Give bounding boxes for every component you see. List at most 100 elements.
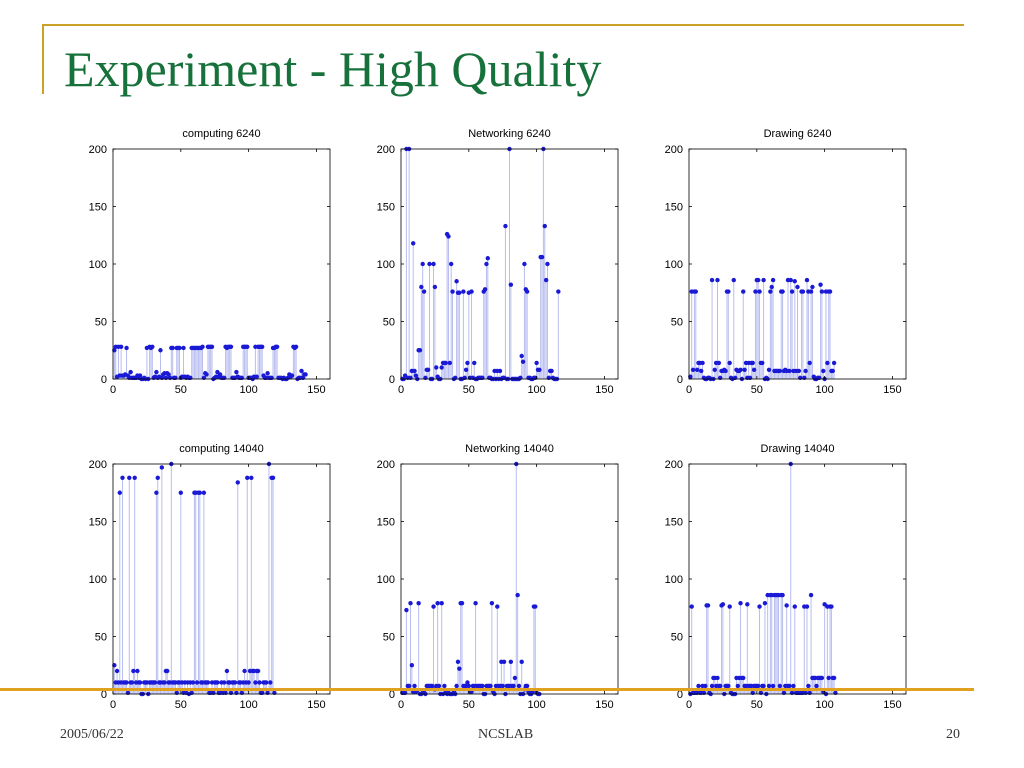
data-point bbox=[497, 368, 503, 374]
data-point bbox=[508, 659, 514, 664]
data-point bbox=[154, 490, 159, 495]
data-point bbox=[777, 683, 783, 689]
data-point bbox=[135, 668, 140, 674]
data-point bbox=[503, 223, 508, 229]
x-tick-label: 150 bbox=[883, 384, 901, 396]
plot-frame bbox=[112, 463, 331, 695]
data-point bbox=[259, 344, 265, 349]
data-point bbox=[742, 367, 747, 372]
page-number: 20 bbox=[946, 727, 960, 742]
data-point bbox=[501, 659, 507, 664]
data-point bbox=[700, 360, 705, 366]
data-point bbox=[228, 344, 234, 349]
data-point bbox=[264, 680, 269, 685]
data-point bbox=[715, 675, 720, 681]
data-point bbox=[533, 604, 538, 609]
data-point bbox=[770, 277, 776, 283]
data-point bbox=[408, 600, 413, 606]
data-point bbox=[831, 675, 837, 681]
data-point bbox=[735, 683, 741, 689]
y-tick-label: 100 bbox=[665, 574, 683, 586]
x-tick-label: 0 bbox=[110, 384, 116, 396]
data-point bbox=[766, 367, 772, 372]
data-point bbox=[450, 289, 455, 294]
x-tick-label: 50 bbox=[463, 699, 475, 711]
y-tick-label: 100 bbox=[377, 574, 395, 586]
data-point bbox=[766, 683, 772, 689]
data-point bbox=[416, 600, 421, 606]
data-point bbox=[508, 282, 514, 287]
x-tick-label: 0 bbox=[110, 699, 116, 711]
data-point bbox=[830, 368, 835, 374]
y-tick-label: 200 bbox=[377, 144, 395, 156]
chart-title: computing 6240 bbox=[182, 128, 260, 140]
data-point bbox=[417, 348, 423, 353]
data-point bbox=[299, 368, 304, 374]
x-tick-label: 150 bbox=[883, 699, 901, 711]
y-tick-label: 0 bbox=[677, 374, 683, 386]
data-point bbox=[222, 680, 227, 685]
data-point bbox=[741, 675, 746, 681]
chart-title: Networking 6240 bbox=[468, 128, 551, 140]
data-point bbox=[482, 287, 488, 292]
data-point bbox=[448, 261, 454, 267]
data-point bbox=[727, 360, 732, 366]
chart-title: Networking 14040 bbox=[465, 443, 554, 455]
data-point bbox=[808, 592, 814, 598]
data-point bbox=[137, 373, 143, 378]
chart-title: Drawing 14040 bbox=[761, 443, 835, 455]
chart-panel: 0 50 100 150 0 50 100 150 200 Networking 14040 bbox=[377, 443, 619, 711]
data-point bbox=[303, 372, 308, 377]
data-point bbox=[472, 360, 477, 366]
data-point bbox=[442, 683, 447, 689]
data-point bbox=[454, 279, 459, 284]
left-accent-rule bbox=[42, 24, 44, 94]
data-point bbox=[542, 223, 547, 229]
data-point bbox=[787, 368, 792, 374]
data-point bbox=[690, 367, 696, 372]
y-tick-label: 100 bbox=[665, 259, 683, 271]
y-tick-label: 50 bbox=[95, 632, 107, 644]
data-point bbox=[215, 680, 220, 685]
data-point bbox=[200, 344, 205, 349]
data-point bbox=[495, 604, 500, 609]
data-point bbox=[545, 261, 550, 267]
data-point bbox=[738, 367, 743, 372]
x-tick-label: 150 bbox=[307, 384, 325, 396]
data-point bbox=[511, 683, 516, 689]
data-point bbox=[246, 680, 251, 685]
data-point bbox=[242, 668, 247, 674]
data-point bbox=[217, 372, 223, 377]
data-point bbox=[159, 465, 165, 470]
top-accent-rule bbox=[42, 24, 964, 26]
data-point bbox=[150, 344, 155, 349]
data-point bbox=[427, 261, 432, 267]
data-point bbox=[413, 373, 419, 378]
data-point bbox=[289, 373, 295, 378]
data-point bbox=[485, 256, 490, 261]
y-tick-label: 150 bbox=[377, 517, 395, 529]
data-point bbox=[431, 261, 436, 267]
data-point bbox=[245, 475, 250, 480]
data-point bbox=[129, 680, 135, 685]
data-point bbox=[826, 675, 831, 681]
data-point bbox=[819, 289, 825, 294]
data-point bbox=[519, 659, 524, 664]
chart-title: Drawing 6240 bbox=[764, 128, 832, 140]
plot-frame bbox=[112, 148, 331, 380]
data-point bbox=[777, 368, 783, 374]
data-point bbox=[519, 353, 524, 359]
data-point bbox=[293, 344, 299, 349]
data-point bbox=[234, 369, 239, 375]
data-point bbox=[814, 683, 819, 689]
x-tick-label: 50 bbox=[175, 384, 187, 396]
data-point bbox=[829, 604, 834, 609]
data-point bbox=[825, 360, 830, 366]
y-tick-label: 150 bbox=[665, 202, 683, 214]
data-point bbox=[166, 372, 171, 377]
data-point bbox=[466, 683, 472, 689]
data-point bbox=[461, 289, 466, 294]
data-point bbox=[404, 607, 409, 613]
data-point bbox=[715, 277, 720, 283]
data-point bbox=[434, 365, 439, 370]
